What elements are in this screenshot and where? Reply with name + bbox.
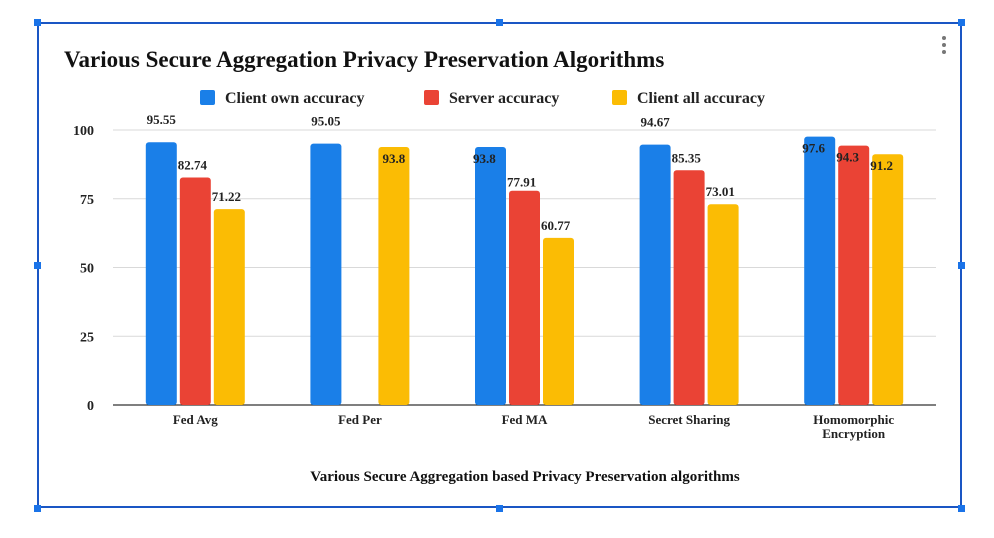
y-axis-ticks: 0 25 50 75 100	[73, 124, 94, 414]
more-vert-icon-dot	[942, 43, 946, 47]
data-label: 94.3	[836, 150, 859, 165]
more-vert-icon[interactable]	[942, 36, 946, 40]
legend-label: Server accuracy	[449, 90, 559, 107]
x-tick-label: Homomorphic	[813, 412, 894, 427]
bar	[509, 190, 540, 405]
x-tick-label: Fed Per	[338, 412, 382, 427]
resize-handle-bottom-right[interactable]	[958, 505, 965, 512]
x-axis-title: Various Secure Aggregation based Privacy…	[310, 469, 740, 485]
resize-handle-top-right[interactable]	[958, 19, 965, 26]
y-tick-label: 0	[87, 399, 94, 414]
x-axis-ticks: Fed Avg Fed Per Fed MA Secret Sharing Homomo…	[173, 412, 895, 441]
resize-handle-bottom-left[interactable]	[34, 505, 41, 512]
data-label: 94.67	[640, 115, 670, 130]
y-tick-label: 75	[80, 193, 94, 208]
data-label: 60.77	[541, 218, 571, 233]
bar	[213, 209, 245, 405]
x-tick-label: Fed Avg	[173, 412, 218, 427]
y-tick-label: 25	[80, 330, 94, 345]
resize-handle-top-left[interactable]	[34, 19, 41, 26]
bar	[179, 177, 211, 405]
bar	[475, 147, 506, 406]
resize-handle-middle-left[interactable]	[34, 262, 41, 269]
resize-handle-top-middle[interactable]	[496, 19, 503, 26]
data-label: 85.35	[672, 150, 702, 165]
data-label: 77.91	[507, 175, 536, 190]
x-tick-label: Encryption	[822, 426, 886, 441]
resize-handle-bottom-middle[interactable]	[496, 505, 503, 512]
legend-label: Client all accuracy	[637, 90, 765, 107]
chart-title: Various Secure Aggregation Privacy Prese…	[64, 47, 664, 72]
legend: Client own accuracy Server accuracy Client…	[200, 90, 765, 107]
bar	[838, 145, 870, 406]
x-tick-label: Fed MA	[502, 412, 548, 427]
legend-swatch	[424, 90, 439, 105]
bar	[872, 154, 904, 405]
data-label: 93.8	[383, 151, 406, 166]
data-label: 73.01	[706, 184, 735, 199]
bar	[804, 136, 836, 405]
data-label: 71.22	[212, 189, 241, 204]
data-label: 95.05	[311, 114, 341, 129]
bar	[145, 142, 177, 406]
legend-swatch	[200, 90, 215, 105]
bar	[707, 204, 739, 405]
data-label: 95.55	[147, 112, 177, 127]
legend-swatch	[612, 90, 627, 105]
more-vert-icon-dot	[942, 50, 946, 54]
bar	[639, 144, 671, 405]
resize-handle-middle-right[interactable]	[958, 262, 965, 269]
bar	[378, 147, 410, 406]
legend-label: Client own accuracy	[225, 90, 365, 107]
data-label: 93.8	[473, 151, 496, 166]
y-tick-label: 100	[73, 124, 94, 139]
data-label: 91.2	[870, 158, 893, 173]
y-tick-label: 50	[80, 262, 94, 277]
bar	[310, 143, 342, 406]
x-tick-label: Secret Sharing	[648, 412, 730, 427]
data-label: 97.6	[802, 141, 825, 156]
bar	[543, 237, 574, 405]
bar	[673, 170, 705, 405]
bars: 95.55 82.74 71.22 95.05 93.8 93.8 77.91 60.77 94…	[145, 112, 904, 406]
data-label: 82.74	[178, 157, 208, 172]
